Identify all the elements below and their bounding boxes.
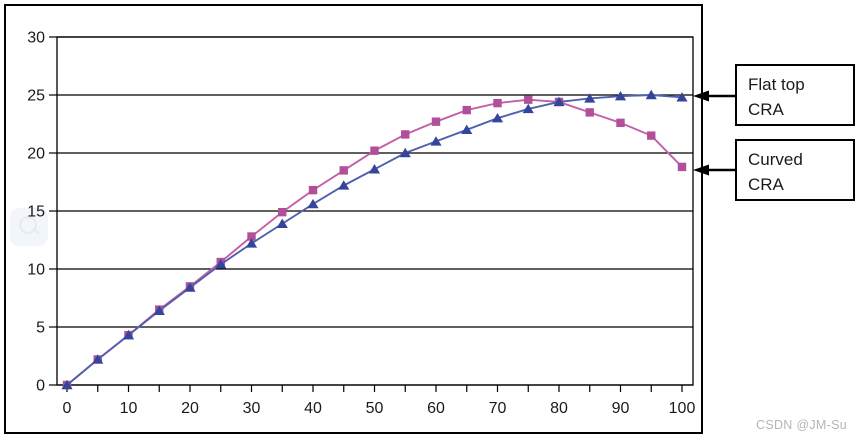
y-tick-label-25: 25 <box>27 88 45 105</box>
x-tick-label-0: 0 <box>63 400 72 417</box>
y-tick-label-20: 20 <box>27 146 45 163</box>
callout-flat-top-line2: CRA <box>748 100 784 119</box>
x-tick-label-60: 60 <box>427 400 445 417</box>
marker-triangle <box>676 92 688 102</box>
marker-square <box>524 95 533 104</box>
marker-triangle <box>522 103 534 114</box>
x-tick-label-70: 70 <box>489 400 507 417</box>
ghost-watermark-icon <box>10 208 48 246</box>
marker-triangle <box>215 259 227 269</box>
y-tick-label-15: 15 <box>27 204 45 221</box>
marker-square <box>247 232 256 241</box>
marker-triangle <box>184 282 196 292</box>
marker-triangle <box>276 218 288 228</box>
marker-triangle <box>430 136 442 146</box>
callout-flat-top-line1: Flat top <box>748 75 805 94</box>
x-tick-label-80: 80 <box>550 400 568 417</box>
marker-triangle <box>461 124 473 134</box>
x-tick-label-100: 100 <box>669 400 696 417</box>
x-tick-label-50: 50 <box>366 400 384 417</box>
marker-triangle <box>153 305 165 315</box>
marker-triangle <box>368 164 381 174</box>
marker-square <box>647 131 656 140</box>
marker-square <box>462 105 471 115</box>
y-tick-label-10: 10 <box>27 262 45 279</box>
marker-triangle <box>584 93 596 103</box>
callout-arrow-head-0 <box>693 90 709 102</box>
y-tick-label-0: 0 <box>36 378 45 395</box>
marker-triangle <box>614 90 627 101</box>
marker-square <box>431 117 441 126</box>
marker-triangle <box>307 198 319 209</box>
marker-square <box>308 185 318 195</box>
callout-arrow-head-1 <box>693 164 709 176</box>
marker-square <box>585 108 594 117</box>
series-line-flat-top-cra <box>66 94 683 386</box>
callout-curved-line2: CRA <box>748 175 784 194</box>
y-tick-label-5: 5 <box>36 320 45 337</box>
chart-outer-border <box>4 4 703 434</box>
callout-flat-top-cra: Flat top CRA <box>735 64 855 126</box>
x-tick-label-90: 90 <box>612 400 630 417</box>
marker-triangle <box>122 329 135 340</box>
marker-square <box>616 118 625 128</box>
x-tick-label-10: 10 <box>120 400 138 417</box>
marker-square <box>401 130 410 139</box>
marker-triangle <box>338 180 350 190</box>
marker-square <box>370 146 379 155</box>
callout-curved-cra: Curved CRA <box>735 139 855 201</box>
marker-triangle <box>245 238 258 248</box>
x-tick-label-40: 40 <box>304 400 322 417</box>
marker-triangle <box>491 113 504 123</box>
marker-triangle <box>645 89 657 100</box>
y-tick-label-30: 30 <box>27 30 45 47</box>
marker-square <box>278 207 287 217</box>
marker-square <box>493 98 502 108</box>
marker-triangle <box>399 147 411 158</box>
x-tick-label-30: 30 <box>243 400 261 417</box>
marker-triangle <box>61 379 73 390</box>
watermark-text: CSDN @JM-Su <box>756 418 847 432</box>
marker-triangle <box>92 354 104 364</box>
x-tick-label-20: 20 <box>181 400 199 417</box>
marker-triangle <box>553 96 565 107</box>
marker-square <box>677 162 687 172</box>
series-line-curved-cra <box>66 98 683 386</box>
callout-curved-line1: Curved <box>748 150 803 169</box>
marker-square <box>339 166 348 175</box>
